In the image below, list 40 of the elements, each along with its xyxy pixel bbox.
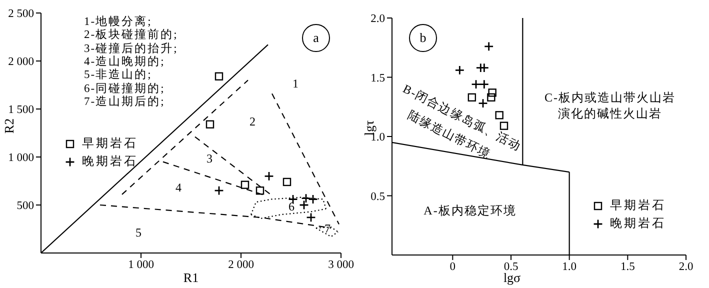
annotation: 演化的碱性火山岩	[558, 106, 662, 120]
annotation: 6	[288, 200, 296, 214]
y-tick-label: 2.0	[370, 13, 386, 26]
annotation: C-板内或造山带火山岩	[544, 90, 676, 104]
legend-label: 晚期岩石	[81, 153, 138, 170]
x-tick-label: 2 000	[228, 259, 254, 272]
x-tick-label: 2.0	[678, 261, 694, 274]
annotation: 5	[136, 226, 142, 240]
x-axis-title: R1	[182, 270, 200, 286]
annotation: A-板内稳定环境	[424, 204, 516, 218]
annotation: 2-板块碰撞前的;	[84, 29, 178, 42]
annotation: 4	[176, 180, 182, 194]
annotation: 6-同碰撞期的;	[84, 82, 165, 96]
text: b	[409, 24, 437, 52]
annotation: 4-造山晚期的;	[84, 56, 165, 68]
legend-label: 早期岩石	[609, 197, 666, 214]
legend-label: 早期岩石	[81, 135, 138, 152]
y-tick-label: 1.5	[370, 72, 386, 84]
text: a	[302, 24, 330, 52]
annotation: 5-非造山的;	[84, 69, 152, 82]
x-tick-label: 0	[450, 261, 456, 274]
y-axis-title: R2	[2, 118, 18, 134]
y-tick-label: 1 500	[8, 104, 34, 116]
annotation: 3-碰撞后的抬升;	[84, 42, 178, 56]
annotation: 1	[292, 76, 300, 90]
x-tick-label: 1.5	[620, 261, 636, 274]
x-tick-label: 1.0	[562, 261, 577, 274]
annotation: 7-造山期后的;	[84, 96, 165, 109]
y-tick-label: 500	[16, 200, 34, 212]
y-tick-label: 1 000	[8, 152, 34, 164]
annotation: 7	[324, 222, 332, 236]
annotation: 3	[206, 152, 214, 166]
legend-label: 晚期岩石	[609, 215, 666, 232]
x-tick-label: 3 000	[328, 259, 354, 272]
x-tick-label: 1 000	[128, 259, 154, 272]
y-tick-label: 2 500	[8, 8, 34, 20]
annotation: 2	[250, 114, 256, 128]
y-tick-label: 2 000	[8, 56, 34, 68]
y-tick-label: 0.5	[370, 190, 386, 203]
annotation: 1-地幔分离;	[84, 16, 152, 28]
